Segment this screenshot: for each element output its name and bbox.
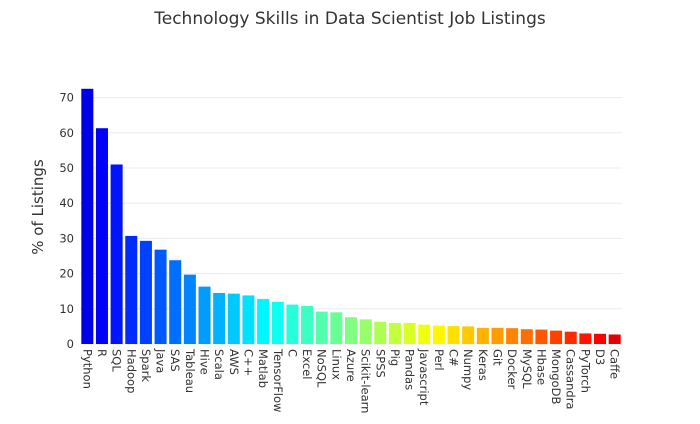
bar-docker: [506, 328, 519, 344]
x-tick-label: D3: [593, 349, 607, 365]
bar-c-: [242, 295, 255, 344]
x-tick-label: Azure: [344, 349, 358, 382]
x-tick-label: Caffe: [608, 349, 622, 379]
bar-matlab: [257, 298, 270, 344]
bars: [81, 88, 621, 344]
bar-nosql: [315, 311, 328, 344]
bar-git: [491, 327, 504, 344]
bar-scala: [213, 292, 226, 344]
y-tick-label: 20: [59, 267, 74, 281]
y-axis-ticks: 0 10 20 30 40 50 60 70: [59, 91, 74, 351]
bar-hadoop: [125, 235, 138, 344]
x-tick-label: C++: [241, 349, 255, 376]
x-tick-label: Hadoop: [124, 349, 138, 393]
x-tick-label: Pig: [388, 349, 402, 366]
x-tick-label: Excel: [300, 349, 314, 379]
chart-title: Technology Skills in Data Scientist Job …: [153, 9, 546, 29]
x-tick-label: Matlab: [256, 349, 270, 388]
x-tick-label: Perl: [432, 349, 446, 371]
x-tick-label: Linux: [329, 349, 343, 380]
x-tick-label: Pandas: [403, 349, 417, 390]
x-tick-label: AWS: [227, 349, 241, 375]
x-tick-label: Javascript: [417, 348, 431, 406]
bar-aws: [227, 293, 240, 344]
x-tick-label: Python: [80, 349, 94, 389]
x-tick-label: SAS: [168, 349, 182, 372]
x-tick-label: Scikit-learn: [359, 349, 373, 413]
x-tick-label: PyTorch: [578, 349, 592, 393]
bar-c: [286, 304, 299, 344]
bar-d3: [594, 333, 607, 344]
bar-pandas: [403, 322, 416, 344]
bar-pig: [388, 322, 401, 344]
bar-pytorch: [579, 333, 592, 344]
x-tick-label: Java: [154, 348, 168, 373]
y-axis-label: % of Listings: [29, 159, 47, 255]
bar-sql: [110, 164, 123, 344]
bar-spss: [374, 321, 387, 344]
y-tick-label: 10: [59, 302, 74, 316]
bar-mongodb: [550, 330, 563, 344]
x-tick-label: R: [95, 349, 109, 357]
x-tick-label: Git: [490, 349, 504, 366]
x-tick-label: MongoDB: [549, 349, 563, 404]
y-tick-label: 0: [67, 337, 74, 351]
x-tick-label: C#: [447, 349, 461, 367]
x-tick-label: SPSS: [373, 349, 387, 378]
bar-perl: [432, 325, 445, 344]
bar-hive: [198, 286, 211, 344]
bar-cassandra: [564, 331, 577, 344]
bar-scikit-learn: [359, 319, 372, 344]
y-tick-label: 50: [59, 161, 74, 175]
x-tick-label: MySQL: [520, 349, 534, 389]
bar-linux: [330, 312, 343, 344]
bar-r: [95, 128, 108, 344]
bar-azure: [344, 317, 358, 344]
bar-spark: [139, 240, 152, 344]
x-tick-label: Cassandra: [564, 349, 578, 409]
bar-hbase: [535, 329, 548, 344]
x-tick-label: Docker: [505, 349, 519, 390]
x-axis-ticks: Python R SQL Hadoop Spark Java SAS Tableau Hive S…: [80, 348, 621, 413]
x-tick-label: Hive: [198, 349, 212, 375]
x-tick-label: Spark: [139, 349, 153, 382]
bar-java: [154, 249, 167, 344]
x-tick-label: Hbase: [534, 349, 548, 385]
bar-sas: [169, 260, 182, 344]
y-tick-label: 30: [59, 231, 74, 245]
x-tick-label: Keras: [476, 349, 490, 381]
x-tick-label: SQL: [110, 349, 124, 372]
y-tick-label: 60: [59, 126, 74, 140]
x-tick-label: Tableau: [183, 348, 197, 393]
bar-tensorflow: [271, 301, 284, 344]
bar-keras: [476, 327, 489, 344]
bar-mysql: [520, 329, 533, 344]
x-tick-label: Numpy: [461, 349, 475, 390]
bar-caffe: [608, 334, 621, 344]
bar-tableau: [183, 274, 196, 344]
x-tick-label: Scala: [212, 349, 226, 380]
x-tick-label: NoSQL: [315, 349, 329, 388]
bar-excel: [301, 305, 314, 344]
y-tick-label: 70: [59, 91, 74, 105]
x-tick-label: C: [285, 349, 299, 357]
y-tick-label: 40: [59, 196, 74, 210]
x-tick-label: TensorFlow: [271, 348, 285, 412]
bar-javascript: [418, 324, 431, 344]
bar-numpy: [462, 326, 475, 344]
bar-c-: [447, 326, 460, 344]
bar-python: [81, 88, 94, 344]
